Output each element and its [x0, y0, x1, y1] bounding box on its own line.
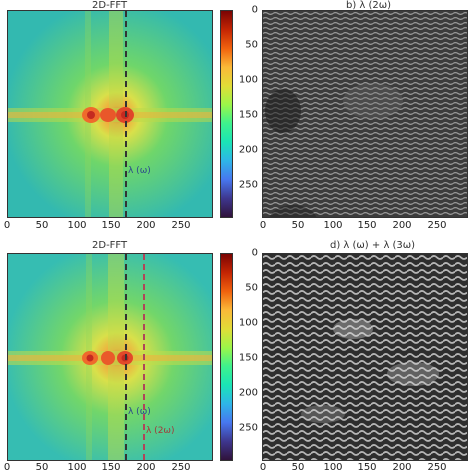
- y-tick: 200: [238, 387, 258, 399]
- x-tick: 250: [427, 462, 447, 473]
- fft-image: λ (ω): [7, 10, 213, 218]
- x-tick: 0: [3, 462, 11, 473]
- panel-title: 2D-FFT: [92, 240, 128, 251]
- x-tick: 250: [171, 462, 191, 473]
- x-tick: 200: [136, 220, 156, 231]
- dashed-line-2omega: [143, 254, 145, 460]
- y-tick: 250: [238, 422, 258, 434]
- x-tick: 150: [101, 462, 121, 473]
- panel-title: 2D-FFT: [92, 0, 128, 11]
- x-tick: 0: [3, 220, 11, 231]
- x-tick: 50: [35, 462, 49, 473]
- panel-title: d) λ (ω) + λ (3ω): [330, 240, 416, 251]
- dashed-line-omega: [125, 11, 127, 217]
- annotation-2omega: λ (2ω): [146, 426, 175, 436]
- ripple-texture: [263, 254, 467, 460]
- dashed-line-omega: [125, 254, 127, 460]
- x-tick: 50: [291, 220, 305, 231]
- y-tick: 50: [245, 282, 258, 294]
- y-tick: 250: [238, 179, 258, 191]
- x-tick: 50: [35, 220, 49, 231]
- x-tick: 100: [67, 220, 87, 231]
- y-tick: 0: [251, 247, 258, 259]
- annotation-omega: λ (ω): [128, 407, 151, 417]
- y-tick: 100: [238, 74, 258, 86]
- x-tick: 50: [291, 462, 305, 473]
- microscopy-image-d: [262, 253, 468, 461]
- y-tick: 100: [238, 317, 258, 329]
- annotation-omega: λ (ω): [128, 166, 151, 176]
- colorbar: [220, 10, 233, 218]
- y-tick: 200: [238, 144, 258, 156]
- x-tick: 200: [392, 462, 412, 473]
- y-tick: 150: [238, 352, 258, 364]
- y-tick: 50: [245, 39, 258, 51]
- x-tick: 150: [357, 462, 377, 473]
- x-tick: 250: [427, 220, 447, 231]
- fft-image: λ (ω) λ (2ω): [7, 253, 213, 461]
- x-tick: 250: [171, 220, 191, 231]
- y-tick: 150: [238, 109, 258, 121]
- colorbar: [220, 253, 233, 461]
- fft-spectrum: [8, 11, 212, 217]
- x-tick: 200: [136, 462, 156, 473]
- x-tick: 0: [259, 220, 267, 231]
- y-tick: 0: [251, 4, 258, 16]
- x-tick: 0: [259, 462, 267, 473]
- microscopy-image-b: [262, 10, 468, 218]
- x-tick: 100: [67, 462, 87, 473]
- x-tick: 150: [101, 220, 121, 231]
- panel-title: b) λ (2ω): [346, 0, 392, 11]
- x-tick: 100: [323, 462, 343, 473]
- x-tick: 200: [392, 220, 412, 231]
- ripple-texture: [263, 11, 467, 217]
- x-tick: 100: [323, 220, 343, 231]
- x-tick: 150: [357, 220, 377, 231]
- fft-spectrum: [8, 254, 212, 460]
